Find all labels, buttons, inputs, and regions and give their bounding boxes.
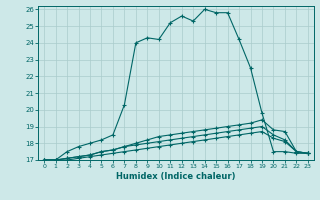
- X-axis label: Humidex (Indice chaleur): Humidex (Indice chaleur): [116, 172, 236, 181]
